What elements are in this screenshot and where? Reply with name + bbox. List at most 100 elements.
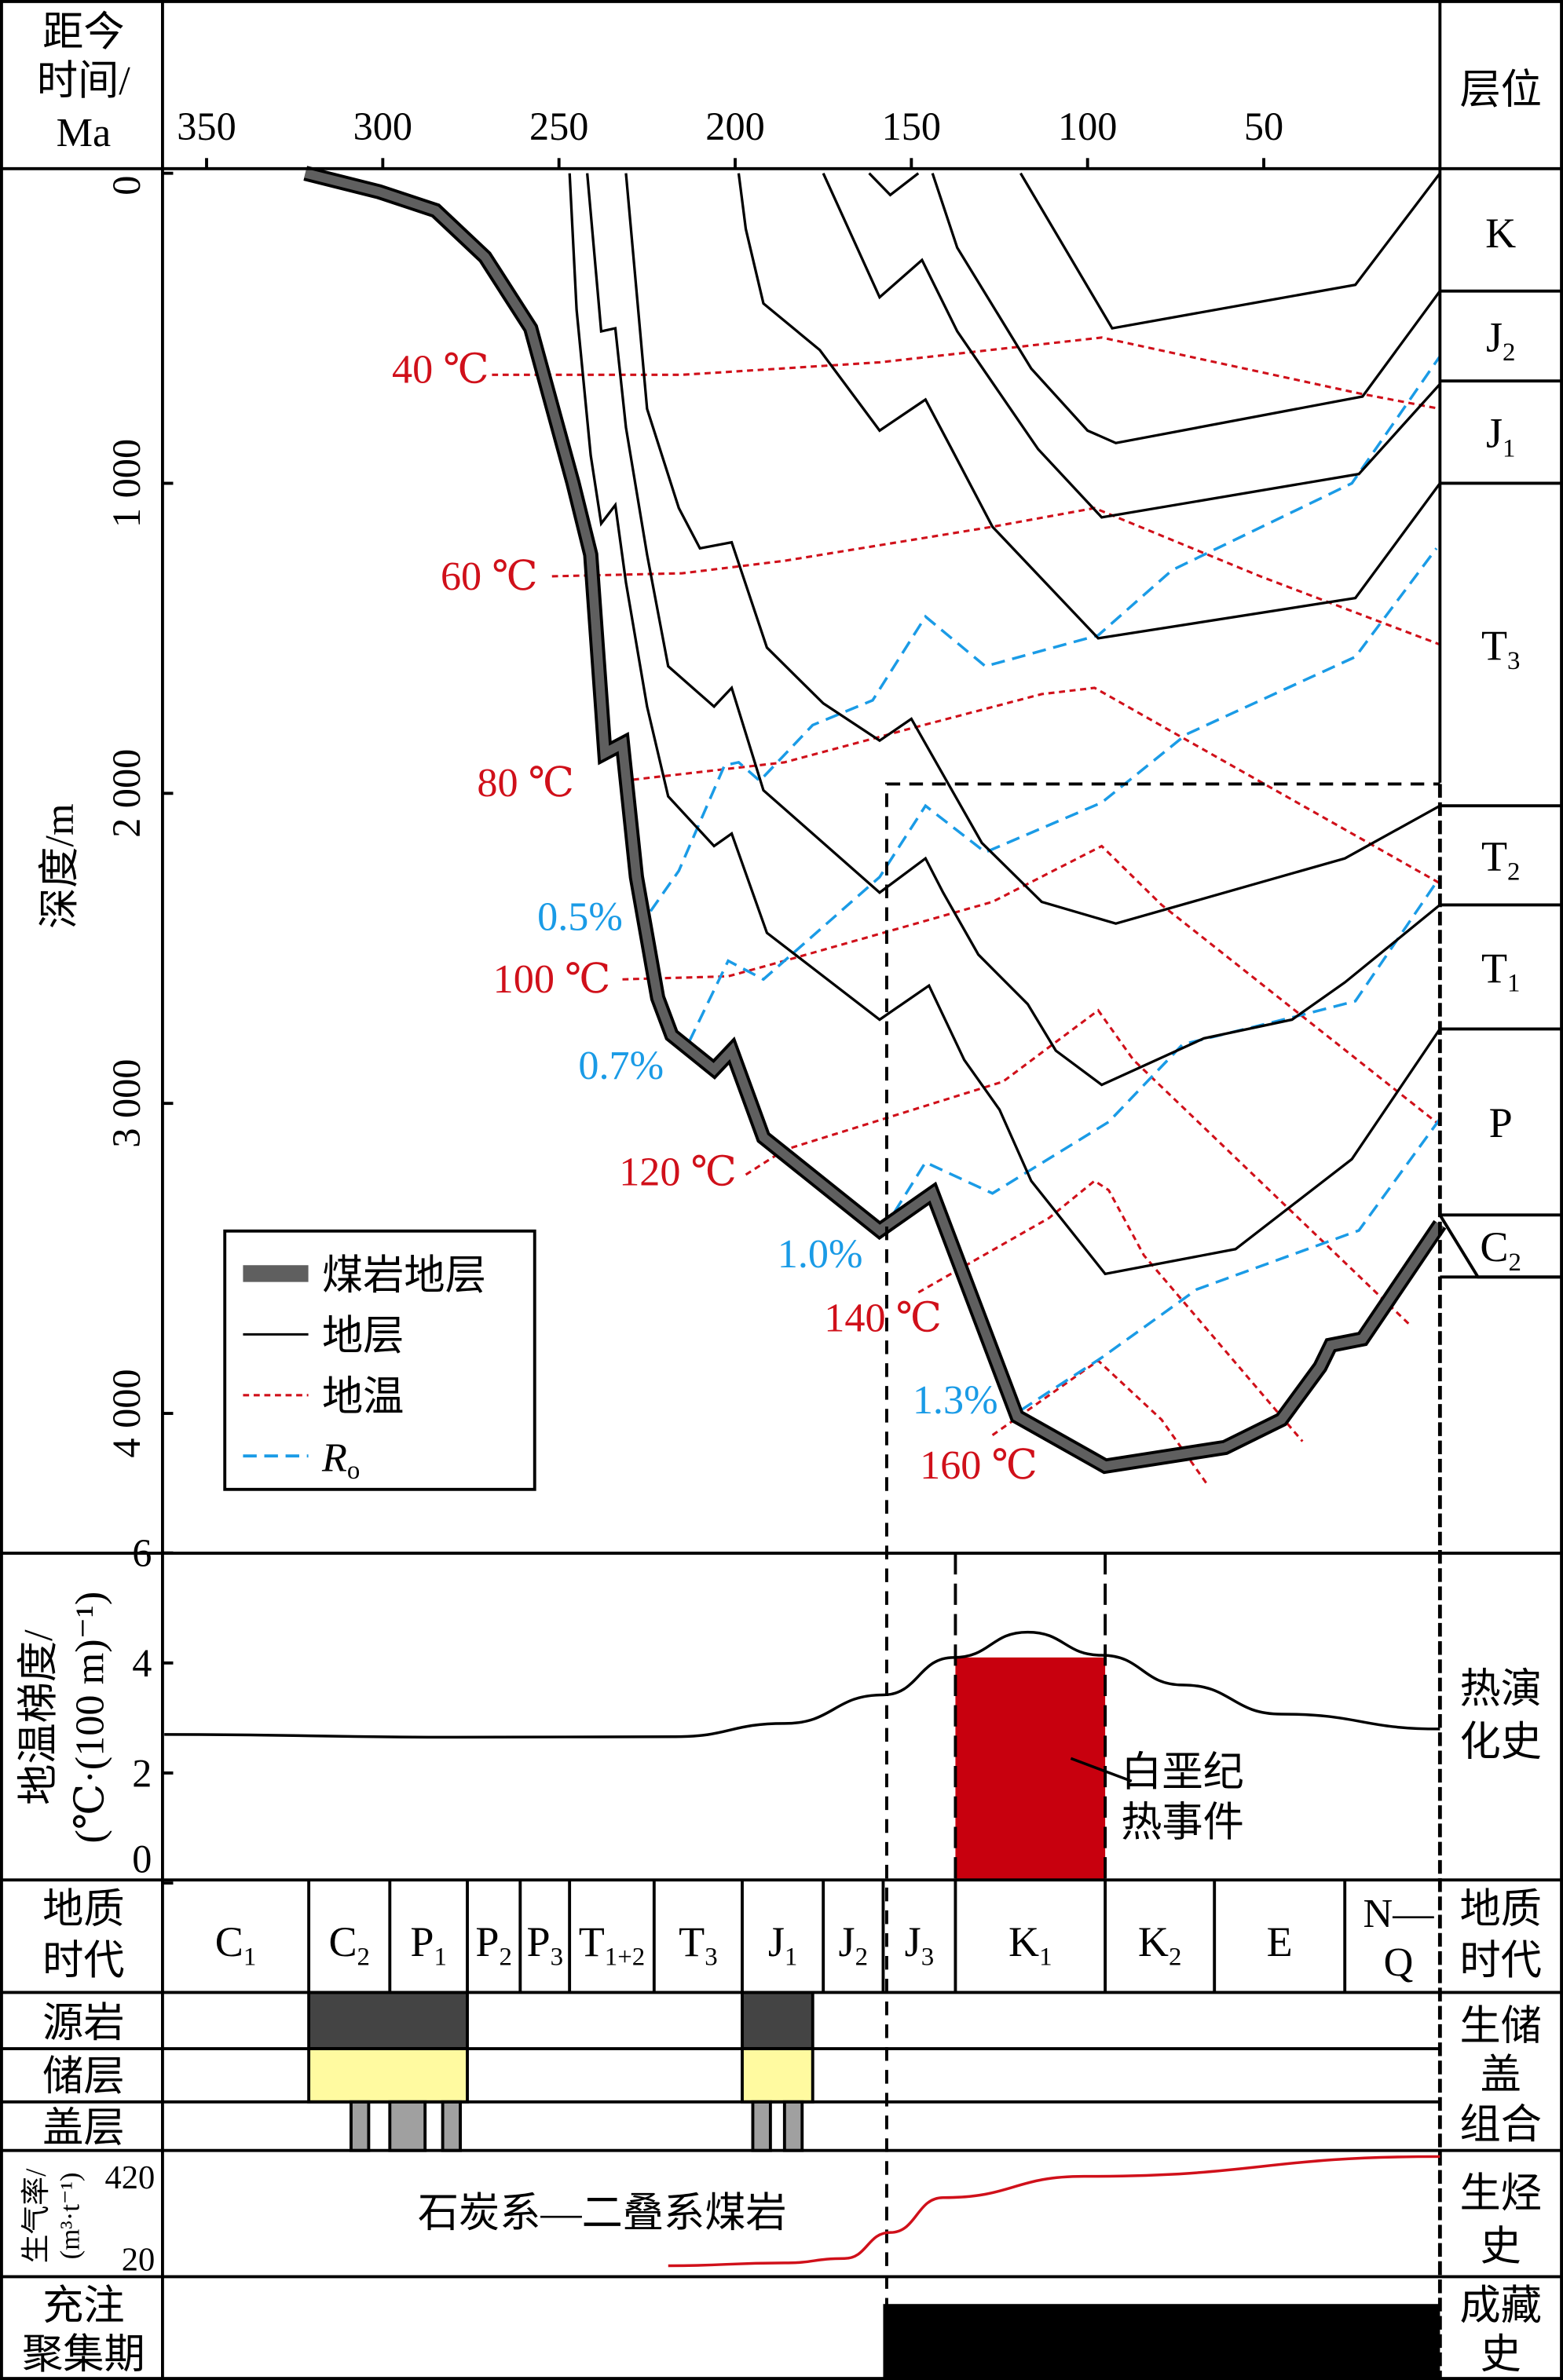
geo-time-cell-C1: C1	[215, 1918, 257, 1972]
gas-rate-annotation: 石炭系—二叠系煤岩	[418, 2190, 787, 2236]
depth-tick-label: 1 000	[104, 439, 148, 528]
cap-rock-bar	[388, 2100, 427, 2152]
geo-time-cell-J2: J2	[839, 1918, 869, 1972]
hc-generation-label-line2: 史	[1481, 2224, 1521, 2269]
strata-line-t2	[624, 173, 1441, 925]
geo-time-cell-P1: P1	[410, 1918, 447, 1972]
thermal-event-label-line1: 白垩纪	[1121, 1749, 1244, 1795]
age-tick-label: 100	[1058, 104, 1117, 148]
isotherm-line	[492, 336, 1440, 411]
age-tick-label: 200	[705, 104, 764, 148]
accumulation-label-line2: 史	[1481, 2331, 1521, 2377]
ro-label: 1.3%	[913, 1377, 998, 1423]
ro-line	[649, 355, 1441, 912]
thermal-event-leader	[1070, 1757, 1133, 1783]
gradient-curve	[164, 1630, 1440, 1739]
source-rock-label: 源岩	[42, 2001, 124, 2046]
strata-line-p	[568, 173, 1441, 1276]
cap-rock-bar	[350, 2100, 371, 2152]
geo-time-label-right-line1: 地质	[1460, 1886, 1542, 1932]
strata-line-k	[1019, 172, 1441, 330]
geo-time-cell-P2: P2	[475, 1918, 512, 1972]
strata-line-j2	[931, 173, 1441, 444]
isotherm-label: 40 ℃	[392, 347, 489, 393]
legend-ro-label: Ro	[321, 1435, 360, 1486]
geo-time-label-left-line1: 地质	[42, 1886, 124, 1932]
depth-tick-label: 2 000	[104, 749, 148, 838]
isotherm-label: 60 ℃	[441, 554, 538, 599]
strata-label-J2: J2	[1486, 313, 1516, 367]
gas-rate-title-line2: (m³·t⁻¹)	[55, 2173, 86, 2260]
geo-time-cell-J1: J1	[768, 1918, 798, 1972]
combination-label-line1: 生储	[1460, 2003, 1542, 2049]
depth-axis-title: 深度/m	[37, 803, 82, 929]
time-axis-title-line1: 距今	[42, 9, 124, 55]
coal-band	[304, 169, 1444, 1472]
depth-tick-label: 4 000	[104, 1369, 148, 1457]
strata-line-t3	[737, 173, 1441, 640]
gradient-tick-label: 0	[132, 1837, 152, 1881]
geo-time-cell-K2: K2	[1138, 1918, 1182, 1972]
time-axis-title-line3: Ma	[57, 110, 112, 155]
geo-time-cell-K1: K1	[1008, 1918, 1052, 1972]
gradient-tick-label: 4	[132, 1641, 152, 1685]
gas-rate-tick-420: 420	[104, 2159, 155, 2196]
ro-line	[688, 547, 1438, 1042]
gas-rate-title-line1: 生气率/	[20, 2168, 52, 2263]
reservoir-bar	[307, 2047, 469, 2104]
source-rock-bar	[741, 1991, 814, 2050]
isotherm-line	[551, 506, 1440, 646]
thermal-history-label-line2: 化史	[1460, 1719, 1542, 1764]
isotherm-label: 140 ℃	[824, 1295, 942, 1340]
age-tick-label: 150	[882, 104, 941, 148]
highlight-box-dashed	[885, 782, 1440, 2380]
age-tick-label: 300	[353, 104, 412, 148]
strata-label-K: K	[1485, 210, 1516, 257]
legend-coal-label: 煤岩地层	[322, 1252, 486, 1298]
cap-rock-bar	[782, 2100, 804, 2152]
depth-tick-label: 0	[104, 176, 148, 196]
combination-label-line2: 盖	[1481, 2052, 1521, 2097]
isotherm-label: 160 ℃	[920, 1442, 1038, 1488]
charge-period-bar	[883, 2304, 1440, 2380]
thermal-history-label-line1: 热演	[1460, 1666, 1542, 1712]
source-rock-bar	[307, 1991, 469, 2050]
geo-time-label-right-line2: 时代	[1460, 1938, 1542, 1983]
isotherm-line	[917, 1179, 1304, 1442]
strata-label-C2: C2	[1480, 1223, 1521, 1277]
cap-rock-bar	[441, 2100, 462, 2152]
geo-time-cell-NQ-2: Q	[1384, 1939, 1414, 1985]
strata-label-P: P	[1489, 1099, 1513, 1146]
ro-line	[881, 876, 1441, 1231]
c2-connector	[1438, 1214, 1562, 1279]
ro-label: 0.5%	[537, 894, 623, 940]
strata-label-T2: T2	[1481, 833, 1521, 887]
strata-line-j1	[822, 172, 1441, 519]
strata-line-j3	[868, 172, 920, 197]
isotherm-label: 100 ℃	[493, 956, 611, 1002]
geo-time-cell-E: E	[1267, 1918, 1293, 1965]
geo-time-cell-J3: J3	[905, 1918, 935, 1972]
legend-isotherm-label: 地温	[322, 1374, 404, 1420]
accumulation-label-line1: 成藏	[1460, 2283, 1542, 2329]
gas-rate-curve	[668, 2155, 1440, 2268]
gradient-tick-label: 6	[132, 1531, 152, 1575]
hc-generation-label-line1: 生烃	[1460, 2170, 1542, 2216]
strata-line-t1	[586, 173, 1441, 1087]
charge-label-line1: 充注	[42, 2283, 124, 2329]
time-axis-title-line2: 时间/	[37, 58, 130, 104]
strata-label-T3: T3	[1481, 622, 1521, 675]
age-tick-label: 350	[177, 104, 236, 148]
gas-rate-tick-20: 20	[122, 2242, 156, 2279]
geo-time-cell-P3: P3	[526, 1918, 563, 1972]
charge-label-line2: 聚集期	[22, 2331, 145, 2377]
age-tick-label: 50	[1244, 104, 1283, 148]
ro-label: 1.0%	[778, 1231, 863, 1277]
gradient-axis-title-line2: (℃·(100 m)⁻¹)	[68, 1592, 113, 1844]
strata-column-title: 层位	[1460, 68, 1542, 113]
strata-label-T1: T1	[1481, 945, 1521, 998]
cap-label: 盖层	[42, 2105, 124, 2151]
depth-tick-label: 3 000	[104, 1059, 148, 1148]
